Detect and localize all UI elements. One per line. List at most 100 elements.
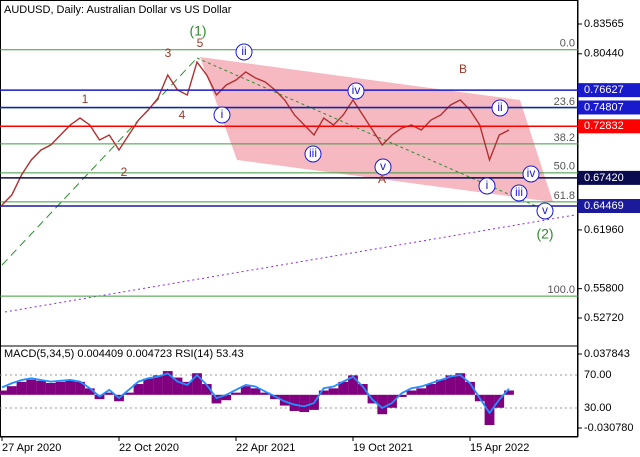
level-label: 0.64469 (584, 200, 624, 212)
histogram-bar (0, 390, 7, 395)
histogram-bar (455, 373, 466, 395)
wave-label: 2 (121, 165, 128, 179)
wave-label: ii (497, 100, 502, 114)
level-box (578, 100, 640, 115)
histogram-bar (377, 394, 388, 415)
histogram-bar (143, 378, 154, 395)
y-tick-label: 0.83565 (584, 18, 624, 30)
histogram-bar (240, 386, 251, 395)
wave-circle (304, 145, 322, 163)
wave-circle (536, 202, 554, 220)
x-tick-label: 27 Apr 2020 (2, 442, 61, 454)
fib-label: 61.8 (554, 190, 575, 202)
wave-label: iii (515, 185, 523, 199)
wave-circle (491, 99, 509, 117)
histogram-bar (465, 381, 475, 395)
wave-label: (2) (536, 226, 553, 242)
fib-label: 100.0 (547, 284, 575, 296)
y-tick-label: 0.61960 (584, 224, 624, 236)
histogram-bar (45, 382, 56, 395)
histogram-bar (289, 394, 300, 411)
wave-label: ii (241, 44, 246, 58)
histogram-bar (416, 388, 427, 395)
wave-circle (213, 106, 231, 124)
wave-circle (510, 184, 528, 202)
wave-label: (1) (189, 23, 206, 39)
histogram-bar (494, 394, 505, 408)
chart-title: AUDUSD, Daily: Australian Dollar vs US D… (4, 4, 232, 16)
wave-label: iv (527, 166, 536, 180)
histogram-bar (182, 381, 193, 395)
histogram-bar (435, 379, 446, 395)
level-label: 0.72832 (584, 120, 624, 132)
histogram-bar (338, 381, 349, 395)
wave-circle (522, 165, 540, 183)
histogram-bar (6, 386, 17, 395)
wave-label: iv (352, 83, 361, 97)
wave-label: 1 (82, 92, 89, 106)
histogram-bar (221, 394, 232, 401)
histogram-bar (201, 384, 212, 395)
wave-label: A (378, 172, 386, 186)
histogram-bar (328, 388, 339, 395)
histogram-bar (65, 380, 76, 395)
histogram-bar (250, 388, 261, 395)
wave-circle (374, 158, 392, 176)
histogram-bar (172, 377, 183, 395)
level-box (578, 119, 640, 134)
wave-label: v (542, 203, 548, 217)
histogram-bar (104, 392, 115, 395)
histogram-bar (299, 394, 310, 413)
histogram-bar (260, 392, 271, 395)
wave-circle (347, 82, 365, 100)
histogram-bar (26, 379, 37, 395)
histogram-bar (279, 394, 290, 406)
histogram-bar (348, 375, 358, 395)
histogram-bar (504, 390, 514, 395)
histogram-bar (387, 394, 397, 408)
histogram-bar (192, 373, 202, 395)
y-tick-label: 0.52720 (584, 312, 624, 324)
level-box (578, 83, 640, 98)
histogram-bar (123, 392, 134, 395)
histogram-bar (406, 390, 417, 395)
wave-label: i (486, 178, 489, 192)
wave-label: iii (309, 146, 317, 160)
wave-label: 3 (165, 46, 172, 60)
level-label: 0.67420 (584, 172, 624, 184)
y-tick-label: -0.030780 (584, 422, 634, 434)
fib-label: 0.0 (560, 38, 575, 50)
wave-label: 4 (179, 108, 186, 122)
fib-label: 38.2 (554, 132, 575, 144)
level-box (578, 170, 640, 185)
histogram-bar (133, 384, 144, 395)
histogram-bar (484, 394, 495, 425)
histogram-bar (211, 394, 222, 404)
x-tick-label: 22 Oct 2020 (119, 442, 179, 454)
channel (200, 57, 553, 202)
y2-tick-label: 70.00 (584, 369, 612, 381)
indicator-title: MACD(5,34,5) 0.004409 0.004723 RSI(14) 5… (4, 348, 244, 360)
frame (0, 0, 578, 437)
level-label: 0.76627 (584, 84, 624, 96)
trend-line (1, 57, 198, 266)
histogram-bar (231, 392, 241, 395)
histogram-bar (162, 371, 173, 395)
histogram-bar (36, 380, 46, 395)
wave-label: i (221, 107, 224, 121)
histogram-bar (75, 381, 85, 395)
y-tick-label: 0.55800 (584, 283, 624, 295)
wave-label: B (459, 62, 467, 76)
wave-circle (235, 43, 253, 61)
histogram-bar (16, 381, 27, 395)
y-tick-label: 0.80440 (584, 48, 624, 60)
histogram-bar (445, 375, 456, 395)
y-tick-label: 0.037843 (584, 348, 630, 360)
histogram-bar (84, 388, 95, 395)
histogram-bar (318, 390, 329, 395)
x-tick-label: 22 Apr 2021 (236, 442, 295, 454)
histogram-bar (153, 375, 163, 395)
histogram-bar (357, 384, 368, 395)
histogram-bar (396, 394, 407, 397)
x-tick-label: 15 Apr 2022 (470, 442, 529, 454)
